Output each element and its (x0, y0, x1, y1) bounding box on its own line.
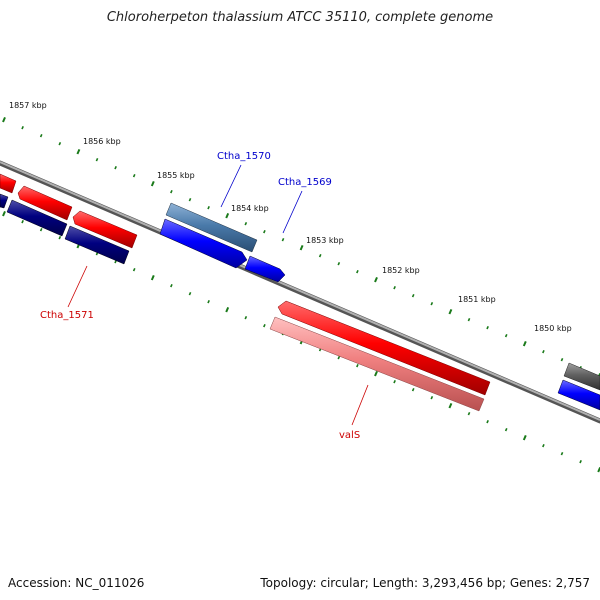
inner-ring-tick (150, 275, 155, 281)
gene-left-navy-3[interactable] (64, 225, 130, 265)
outer-ring-tick (95, 157, 99, 162)
gene-cluster-right (557, 362, 600, 411)
inner-ring-tick (579, 459, 582, 464)
outer-ring-tick (132, 173, 136, 178)
outer-ring-tick (393, 285, 396, 290)
inner-ring-tick (486, 419, 489, 424)
inner-ring-tick (560, 451, 564, 456)
outer-ring-tick (560, 357, 564, 362)
inner-ring-tick (448, 403, 453, 409)
outer-ring-tick (150, 181, 155, 187)
gene-left-red-1[interactable] (0, 173, 17, 194)
outer-ring-tick (263, 229, 266, 234)
outer-ring-tick (374, 277, 378, 283)
gene-vals-red[interactable] (277, 300, 491, 396)
leader-ctha-1571 (67, 265, 88, 308)
kbp-label-1856: 1856 kbp (83, 137, 121, 146)
gene-labels: Ctha_1570 Ctha_1569 Ctha_1571 valS (40, 151, 369, 441)
gene-ctha-1570-steel[interactable] (165, 202, 258, 253)
outer-ring-tick (281, 237, 285, 242)
outer-ring-tick (486, 325, 489, 330)
outer-ring-tick (318, 253, 322, 258)
outer-ring-tick (114, 165, 117, 170)
gene-cluster-left (0, 173, 138, 265)
outer-ring-tick (244, 221, 248, 226)
gene-ctha-1570[interactable] (159, 218, 248, 269)
kbp-label-1850: 1850 kbp (534, 324, 572, 333)
outer-ring-tick (58, 141, 62, 146)
outer-tick-ring (2, 117, 600, 379)
outer-ring-tick (337, 261, 341, 266)
inner-ring-tick (393, 379, 396, 384)
gene-vals-pink[interactable] (269, 316, 485, 412)
inner-ring-tick (467, 411, 471, 416)
inner-ring-tick (504, 427, 508, 432)
outer-ring-tick (207, 205, 210, 210)
genome-summary: Topology: circular; Length: 3,293,456 bp… (260, 576, 590, 590)
inner-ring-tick (188, 291, 192, 296)
inner-ring-tick (170, 283, 173, 288)
outer-ring-tick (467, 317, 471, 322)
outer-ring-tick (356, 269, 359, 274)
outer-ring-tick (76, 149, 81, 155)
gene-left-navy-1[interactable] (0, 193, 9, 209)
inner-ring-tick (58, 235, 62, 240)
gene-right-blue[interactable] (557, 379, 600, 411)
gene-left-red-2[interactable] (17, 185, 73, 221)
inner-ring-tick (263, 323, 266, 328)
kbp-label-1852: 1852 kbp (382, 266, 420, 275)
outer-ring-tick (21, 125, 24, 130)
outer-ring-tick (542, 349, 545, 354)
inner-ring-tick (522, 435, 527, 441)
gene-left-red-3[interactable] (72, 210, 138, 249)
inner-ring-tick (356, 363, 359, 368)
kbp-label-1857: 1857 kbp (9, 101, 47, 110)
leader-ctha-1570 (220, 164, 242, 208)
inner-ring-tick (207, 299, 210, 304)
kbp-label-1853: 1853 kbp (306, 236, 344, 245)
outer-ring-tick (448, 309, 453, 315)
label-ctha-1571[interactable]: Ctha_1571 (40, 310, 94, 321)
inner-ring-tick (132, 267, 136, 272)
gene-cluster-middle (159, 202, 286, 283)
genome-backbone (0, 160, 600, 424)
accession-label: Accession: NC_011026 (8, 576, 145, 590)
inner-ring-tick (542, 443, 545, 448)
outer-ring-tick (225, 213, 230, 219)
inner-ring-tick (2, 211, 6, 217)
outer-ring-tick (39, 133, 43, 138)
kbp-label-1851: 1851 kbp (458, 295, 496, 304)
leader-vals (351, 384, 369, 426)
outer-ring-tick (504, 333, 508, 338)
gene-ctha-1569[interactable] (244, 255, 286, 283)
inner-ring-tick (411, 387, 415, 392)
inner-ring-tick (21, 219, 24, 224)
kbp-labels: 1857 kbp 1856 kbp 1855 kbp 1854 kbp 1853… (9, 101, 572, 333)
outer-ring-tick (411, 293, 415, 298)
gene-left-navy-2[interactable] (6, 199, 68, 237)
label-ctha-1569[interactable]: Ctha_1569 (278, 177, 332, 188)
inner-ring-tick (430, 395, 434, 400)
outer-ring-tick (170, 189, 173, 194)
genome-title: Chloroherpeton thalassium ATCC 35110, co… (106, 10, 494, 25)
kbp-label-1855: 1855 kbp (157, 171, 195, 180)
gene-right-gray[interactable] (563, 362, 600, 391)
outer-ring-tick (299, 245, 304, 251)
outer-ring-tick (430, 301, 434, 306)
outer-ring-tick (2, 117, 6, 123)
leader-ctha-1569 (282, 190, 303, 234)
inner-ring-tick (337, 355, 341, 360)
kbp-label-1854: 1854 kbp (231, 204, 269, 213)
label-vals[interactable]: valS (339, 430, 360, 441)
inner-ring-tick (39, 227, 43, 232)
inner-ring-tick (374, 371, 378, 377)
outer-ring-tick (188, 197, 192, 202)
outer-ring-tick (522, 341, 527, 347)
inner-ring-tick (225, 307, 230, 313)
label-ctha-1570[interactable]: Ctha_1570 (217, 151, 271, 162)
inner-tick-ring (2, 211, 600, 473)
gene-cluster-vals (269, 300, 491, 412)
inner-ring-tick (244, 315, 248, 320)
